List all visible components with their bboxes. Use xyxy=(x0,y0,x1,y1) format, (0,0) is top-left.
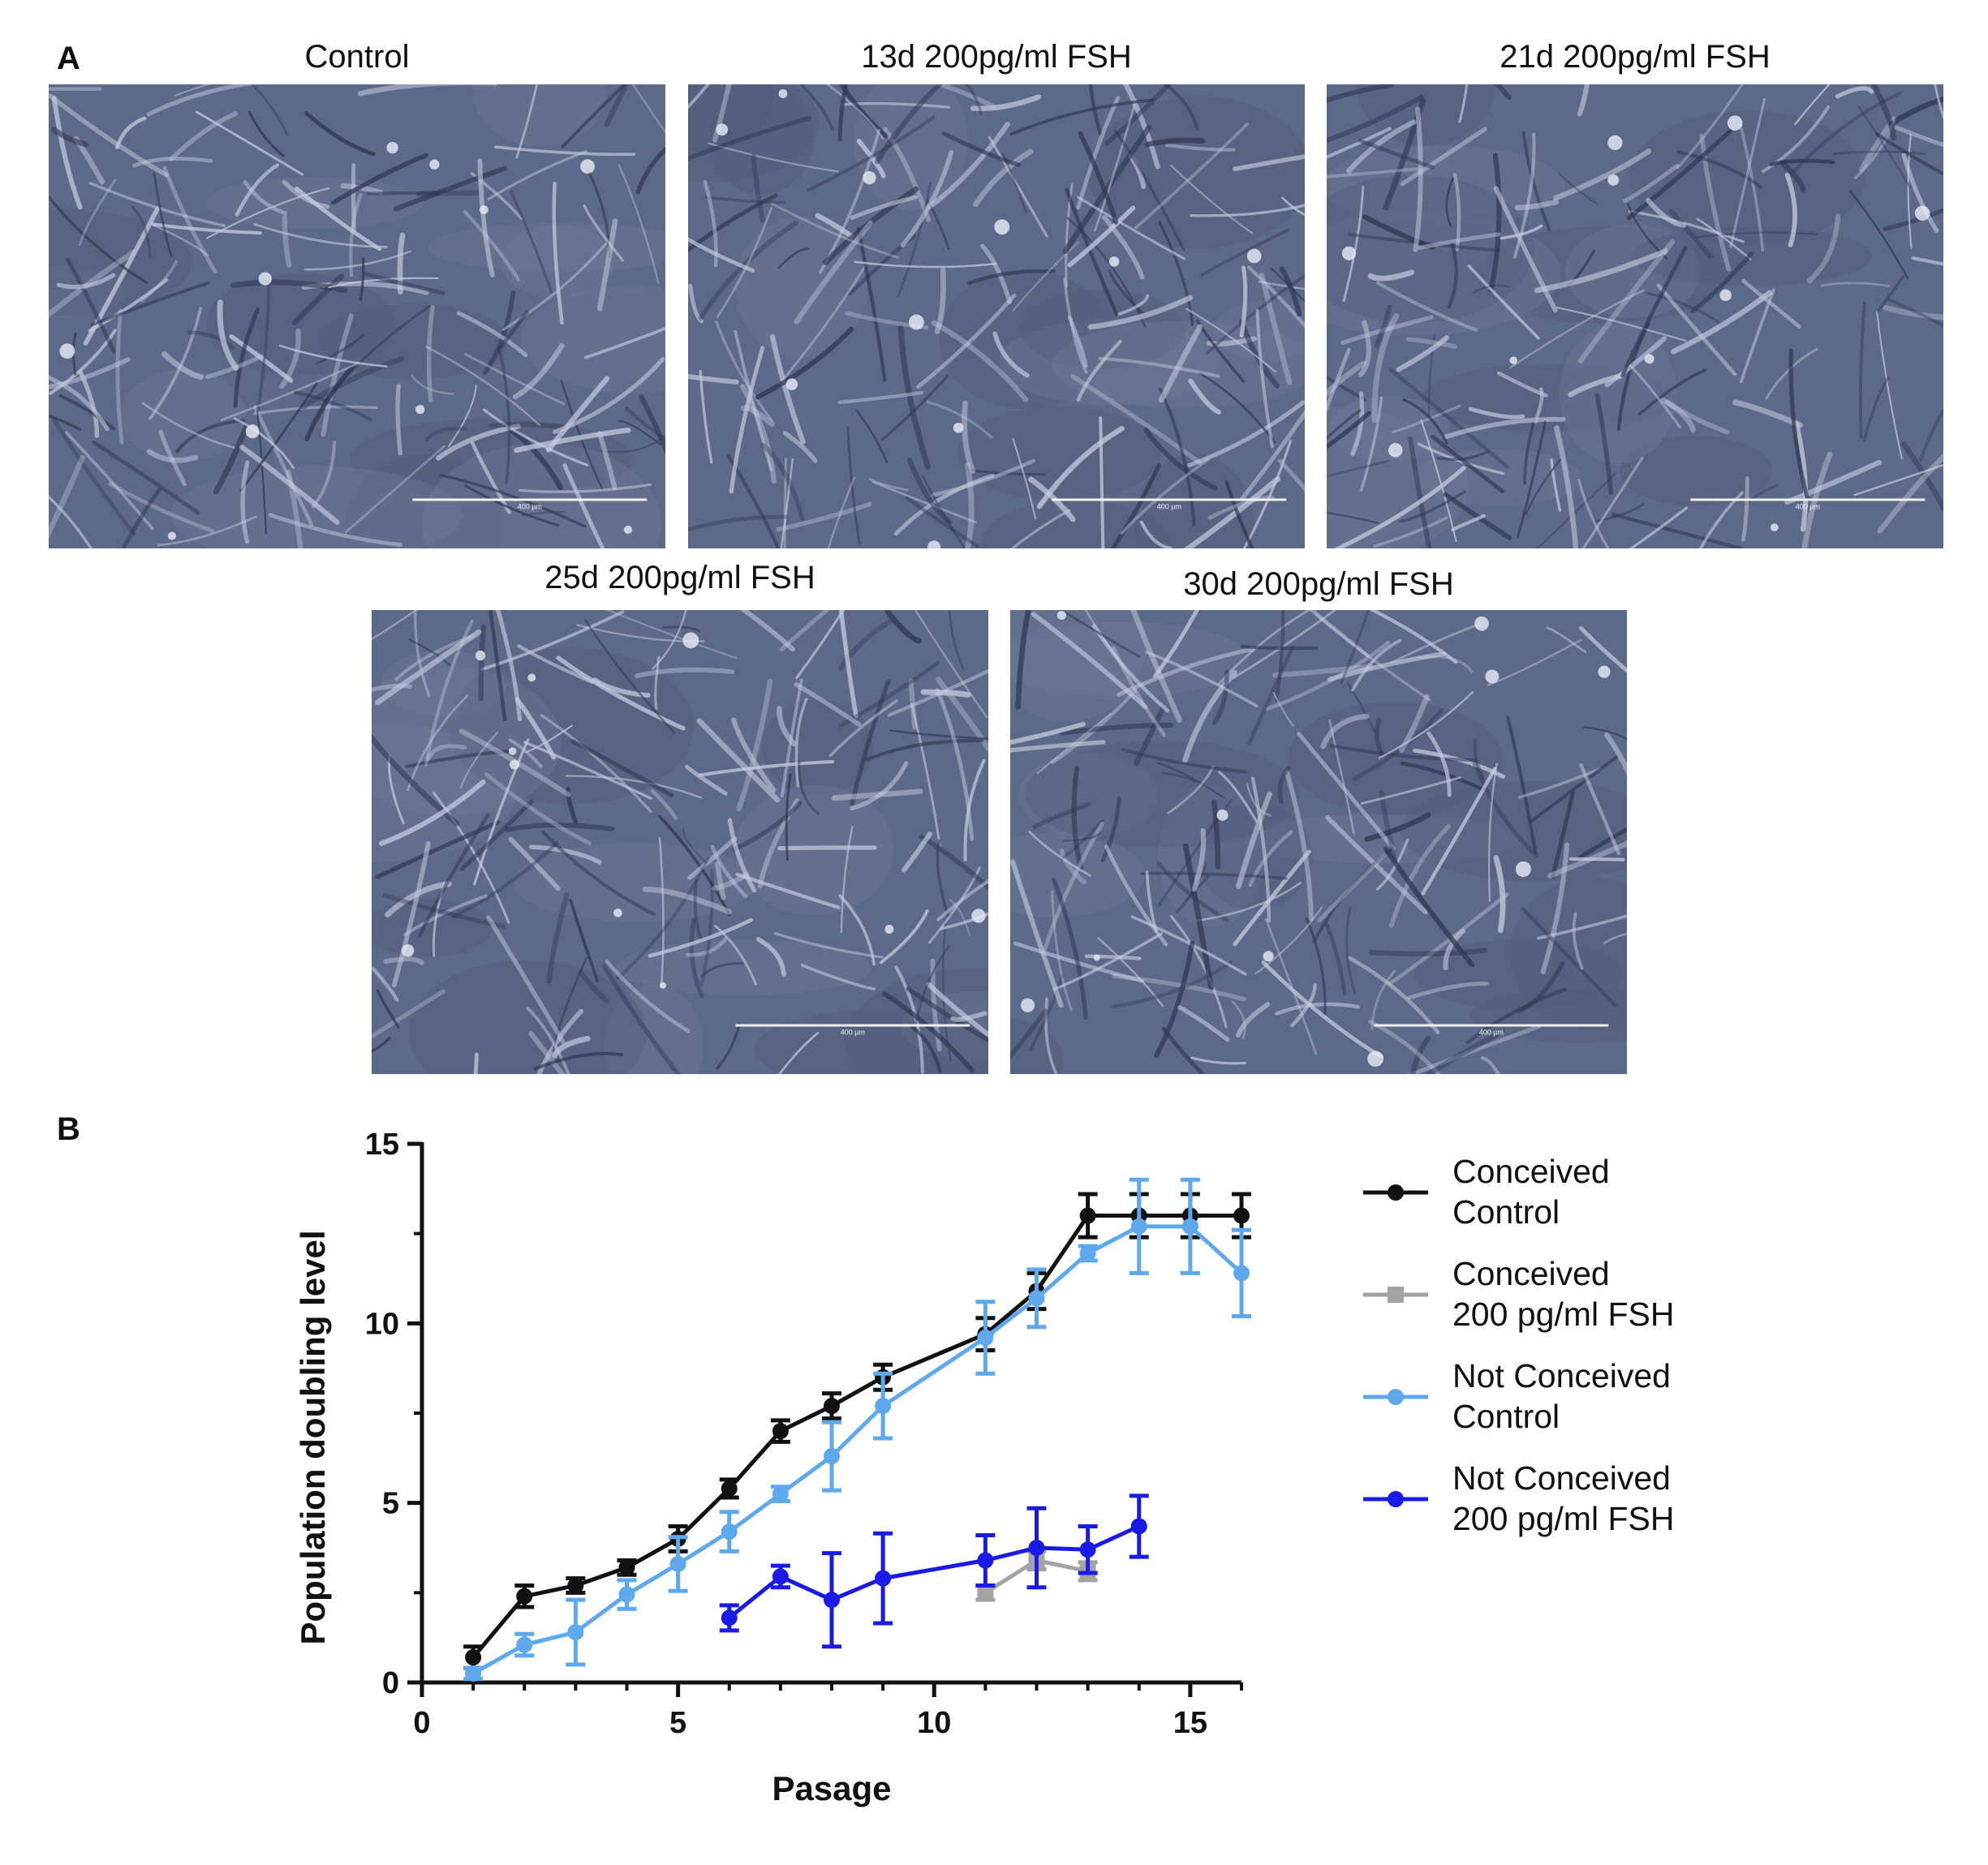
data-point xyxy=(875,1570,892,1587)
micrograph-title-25d: 25d 200pg/ml FSH xyxy=(544,560,815,595)
data-point xyxy=(1181,1218,1198,1235)
data-point xyxy=(669,1555,686,1572)
micrograph-30d: 400 µm xyxy=(1010,610,1627,1074)
data-point xyxy=(772,1485,789,1502)
data-point xyxy=(1079,1245,1096,1262)
micrograph-21d: 400 µm xyxy=(1327,84,1943,548)
scale-bar-label: 400 µm xyxy=(518,502,542,510)
series-not-conceived-fsh xyxy=(719,1493,1149,1649)
micrograph-title-13d: 13d 200pg/ml FSH xyxy=(861,39,1132,75)
y-tick-label: 5 xyxy=(382,1487,399,1521)
y-axis-title: Population doubling level xyxy=(294,1231,332,1645)
panel-b-letter: B xyxy=(57,1111,80,1147)
x-tick-label: 10 xyxy=(917,1706,951,1740)
data-point xyxy=(824,1592,840,1609)
data-point xyxy=(1028,1290,1045,1307)
data-point xyxy=(721,1523,738,1541)
x-axis-title: Pasage xyxy=(772,1769,891,1807)
data-point xyxy=(516,1636,533,1653)
chart-legend: Conceived Control Conceived 200 pg/ml FSH No… xyxy=(1363,1153,1674,1537)
data-point xyxy=(721,1480,738,1497)
scale-bar-label: 400 µm xyxy=(841,1028,865,1036)
data-point xyxy=(1079,1541,1096,1558)
data-point xyxy=(875,1398,892,1415)
legend-swatch-marker xyxy=(1388,1184,1404,1201)
x-tick-label: 5 xyxy=(669,1706,686,1740)
x-tick-label: 15 xyxy=(1173,1706,1207,1740)
legend-swatch-marker xyxy=(1388,1287,1404,1303)
data-point xyxy=(824,1398,840,1415)
data-point xyxy=(1028,1540,1045,1556)
data-point xyxy=(977,1584,994,1601)
series-line xyxy=(471,1224,1243,1676)
data-point xyxy=(1130,1518,1147,1535)
micrograph-13d: 400 µm xyxy=(688,84,1305,548)
data-point xyxy=(567,1624,584,1641)
micrograph-25d: 400 µm xyxy=(372,610,988,1074)
legend-item-conceived-fsh: Conceived 200 pg/ml FSH xyxy=(1363,1255,1674,1333)
data-point xyxy=(721,1609,738,1627)
data-point xyxy=(772,1568,789,1585)
series-line xyxy=(728,1524,1140,1620)
data-point xyxy=(567,1577,584,1594)
data-point xyxy=(465,1649,482,1666)
chart-series xyxy=(463,1177,1251,1682)
scale-bar-label: 400 µm xyxy=(1479,1028,1504,1036)
legend-swatch-marker xyxy=(1388,1491,1404,1507)
legend-label: Conceived Control xyxy=(1452,1153,1610,1231)
data-point xyxy=(1130,1218,1147,1235)
data-point xyxy=(1233,1207,1250,1224)
panel-a-letter: A xyxy=(57,41,80,76)
data-point xyxy=(465,1665,482,1682)
data-point xyxy=(516,1588,533,1605)
legend-item-conceived-control: Conceived Control xyxy=(1363,1153,1610,1231)
legend-label: Not Conceived 200 pg/ml FSH xyxy=(1452,1459,1674,1537)
data-point xyxy=(1079,1207,1096,1224)
legend-label: Conceived 200 pg/ml FSH xyxy=(1452,1255,1674,1333)
scale-bar-label: 400 µm xyxy=(1796,502,1820,510)
micrograph-title-30d: 30d 200pg/ml FSH xyxy=(1183,566,1454,602)
legend-item-not-conceived-fsh: Not Conceived 200 pg/ml FSH xyxy=(1363,1459,1674,1537)
data-point xyxy=(977,1330,994,1347)
data-point xyxy=(618,1586,635,1603)
population-doubling-chart: 0 5 10 15 0 5 10 15 Pasage Population doubling le… xyxy=(294,1128,1674,1807)
micrograph-control: 400 µm xyxy=(49,84,665,548)
micrograph-title-control: Control xyxy=(304,39,410,75)
legend-swatch-marker xyxy=(1388,1389,1404,1405)
data-point xyxy=(824,1448,840,1465)
data-point xyxy=(977,1552,994,1569)
chart-axes: 0 5 10 15 0 5 10 15 Pasage Population doubling le… xyxy=(294,1128,1243,1807)
scale-bar-label: 400 µm xyxy=(1157,502,1181,510)
data-point xyxy=(618,1559,635,1576)
data-point xyxy=(1233,1265,1250,1282)
legend-label: Not Conceived Control xyxy=(1452,1357,1671,1435)
micrograph-title-21d: 21d 200pg/ml FSH xyxy=(1500,39,1771,75)
y-tick-label: 15 xyxy=(365,1128,399,1162)
legend-item-not-conceived-control: Not Conceived Control xyxy=(1363,1357,1671,1435)
y-tick-label: 10 xyxy=(365,1307,399,1341)
x-tick-label: 0 xyxy=(413,1706,430,1740)
series-not-conceived-control xyxy=(463,1177,1251,1682)
data-point xyxy=(772,1423,789,1440)
y-tick-label: 0 xyxy=(382,1666,399,1700)
